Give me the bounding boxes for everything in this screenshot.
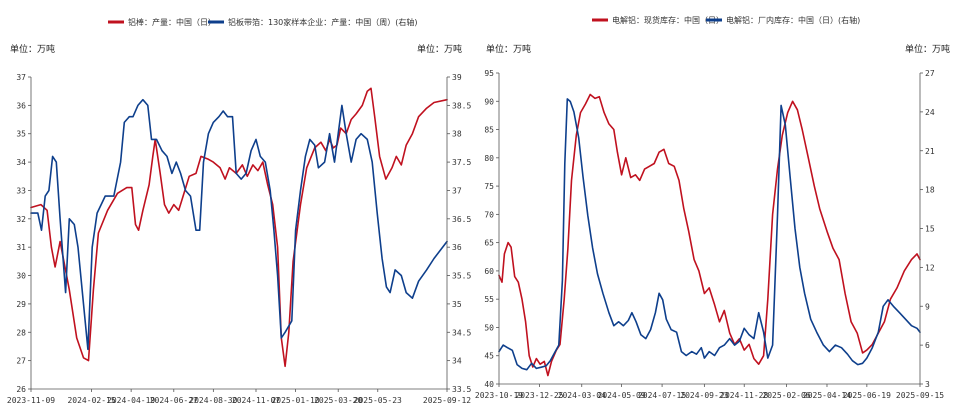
x-tick-label: 2024-08-30 (189, 396, 237, 405)
right-tick-label: 38.5 (452, 101, 471, 110)
x-tick-label: 2025-01-10 (271, 396, 319, 405)
series-line-blue (30, 98, 448, 351)
right-tick-label: 37.5 (452, 158, 471, 167)
left-tick-label: 32 (16, 215, 26, 224)
right-tick-label: 38 (452, 130, 462, 139)
x-tick-label: 2024-07-15 (638, 391, 686, 400)
x-tick-label: 2024-11-28 (720, 391, 768, 400)
left-tick-label: 30 (16, 272, 26, 281)
x-tick-label: 2023-12-25 (515, 391, 563, 400)
left-tick-label: 36 (16, 101, 26, 110)
left-tick-label: 75 (484, 182, 494, 191)
series-line-red (30, 87, 448, 368)
x-tick-label: 2025-05-23 (354, 396, 402, 405)
right-tick-label: 6 (925, 341, 930, 350)
left-tick-label: 85 (484, 126, 494, 135)
right-tick-label: 35.5 (452, 272, 471, 281)
right-tick-label: 27 (925, 69, 935, 78)
x-tick-label: 2024-06-27 (150, 396, 198, 405)
left-y-axis: 40 45 50 55 60 65 70 75 80 85 90 95 (484, 69, 499, 389)
left-tick-label: 90 (484, 97, 494, 106)
x-tick-label: 2025-09-12 (423, 396, 471, 405)
left-tick-label: 35 (16, 130, 26, 139)
x-tick-label: 2025-06-19 (843, 391, 891, 400)
x-tick-label: 2023-11-09 (7, 396, 55, 405)
left-tick-label: 33 (16, 186, 26, 195)
right-tick-label: 36 (452, 243, 462, 252)
left-tick-label: 31 (16, 243, 26, 252)
right-axis-unit: 单位：万吨 (417, 43, 462, 55)
right-tick-label: 35 (452, 300, 462, 309)
legend-label-aluminum-rod: 铝棒：产量：中国（日） (128, 17, 216, 27)
right-y-axis: 3 6 9 12 15 18 21 24 27 (920, 69, 935, 389)
x-tick-label: 2024-03-04 (558, 391, 606, 400)
x-tick-label: 2024-02-15 (67, 396, 115, 405)
series-line-red (498, 93, 921, 377)
left-tick-label: 70 (484, 210, 494, 219)
x-tick-label: 2024-11-07 (232, 396, 280, 405)
x-tick-label: 2025-02-06 (762, 391, 810, 400)
left-axis-unit: 单位：万吨 (10, 43, 55, 55)
right-y-axis: 33.5 34 34.5 35 35.5 36 36.5 37 37.5 38 38.5 39 (447, 73, 471, 394)
right-tick-label: 21 (925, 147, 935, 156)
left-tick-label: 28 (16, 328, 26, 337)
legend: 铝棒：产量：中国（日） 铝板带箔：130家样本企业：产量：中国（周）(右轴) (108, 17, 418, 27)
right-tick-label: 33.5 (452, 385, 471, 394)
chart-aluminum-production: 铝棒：产量：中国（日） 铝板带箔：130家样本企业：产量：中国（周）(右轴) 单… (7, 17, 472, 405)
x-tick-label: 2025-09-15 (896, 391, 944, 400)
left-tick-label: 60 (484, 267, 494, 276)
chart-electrolytic-aluminum-inventory: 电解铝：现货库存：中国（日） 电解铝：厂内库存：中国（日）(右轴) 单位：万吨 … (475, 15, 950, 400)
right-tick-label: 37 (452, 186, 462, 195)
left-tick-label: 45 (484, 352, 494, 361)
series-layer (30, 87, 448, 368)
right-tick-label: 34 (452, 357, 462, 366)
right-axis-unit: 单位：万吨 (905, 43, 950, 55)
left-tick-label: 40 (484, 380, 494, 389)
x-tick-label: 2024-09-23 (680, 391, 728, 400)
left-tick-label: 29 (16, 300, 26, 309)
left-tick-label: 55 (484, 295, 494, 304)
right-tick-label: 39 (452, 73, 462, 82)
right-tick-label: 9 (925, 302, 930, 311)
left-axis-unit: 单位：万吨 (486, 43, 531, 55)
left-tick-label: 50 (484, 323, 494, 332)
right-tick-label: 24 (925, 108, 935, 117)
right-tick-label: 18 (925, 186, 935, 195)
left-tick-label: 80 (484, 154, 494, 163)
right-tick-label: 3 (925, 380, 930, 389)
left-tick-label: 34 (16, 158, 26, 167)
right-tick-label: 12 (925, 263, 935, 272)
right-tick-label: 15 (925, 225, 935, 234)
x-tick-label: 2025-03-20 (314, 396, 362, 405)
left-tick-label: 37 (16, 73, 26, 82)
x-tick-label: 2023-10-19 (475, 391, 523, 400)
left-tick-label: 26 (16, 385, 26, 394)
x-axis: 2023-11-09 2024-02-152024-04-192024-06-27… (7, 389, 471, 405)
left-tick-label: 27 (16, 357, 26, 366)
legend-label-spot-inventory: 电解铝：现货库存：中国（日） (612, 15, 724, 25)
right-tick-label: 34.5 (452, 328, 471, 337)
left-y-axis: 26 27 28 29 30 31 32 33 34 35 36 37 (16, 73, 31, 394)
x-tick-label: 2024-05-09 (598, 391, 646, 400)
x-tick-label: 2025-04-14 (803, 391, 851, 400)
x-tick-label: 2024-04-19 (107, 396, 155, 405)
series-layer (498, 93, 921, 377)
left-tick-label: 65 (484, 239, 494, 248)
right-tick-label: 36.5 (452, 215, 471, 224)
legend-label-aluminum-sheet: 铝板带箔：130家样本企业：产量：中国（周）(右轴) (228, 17, 418, 27)
legend: 电解铝：现货库存：中国（日） 电解铝：厂内库存：中国（日）(右轴) (592, 15, 860, 25)
legend-label-plant-inventory: 电解铝：厂内库存：中国（日）(右轴) (726, 15, 860, 25)
x-axis: 2023-10-192023-12-252024-03-042024-05-09… (475, 384, 944, 400)
left-tick-label: 95 (484, 69, 494, 78)
series-line-blue (498, 98, 921, 371)
